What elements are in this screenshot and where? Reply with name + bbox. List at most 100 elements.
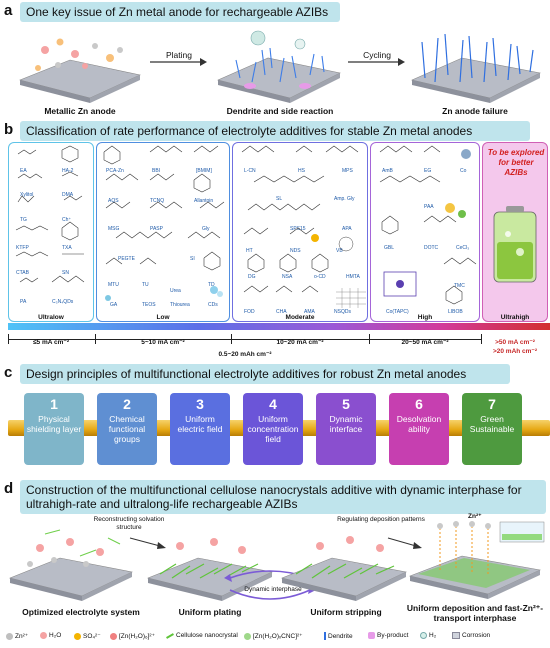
panel-c-title: Design principles of multifunctional ele… bbox=[20, 364, 510, 384]
principle-text: Uniform concentration field bbox=[247, 414, 299, 444]
legend-sulfate: SO₄²⁻ bbox=[74, 632, 101, 640]
legend-cnc: Cellulose nanocrystal bbox=[166, 632, 238, 639]
mol-label: TD bbox=[208, 282, 215, 288]
stage-metallic-zn: Metallic Zn anode bbox=[44, 106, 116, 116]
mol-label: CHA bbox=[276, 309, 287, 315]
principle-block: 7 Green Sustainable bbox=[462, 393, 522, 465]
stage-uniform-plating: Uniform plating bbox=[178, 607, 242, 617]
corrosion-icon bbox=[452, 632, 460, 639]
mol-label: MSG bbox=[108, 226, 120, 232]
mol-label: Amp. Gly bbox=[334, 196, 355, 202]
mol-label: NSQDs bbox=[334, 309, 351, 315]
mol-label: SI bbox=[190, 256, 195, 262]
mol-label: TMC bbox=[454, 283, 465, 289]
panel-b-letter: b bbox=[4, 121, 14, 138]
battery-icon bbox=[493, 206, 537, 283]
mol-label: EG bbox=[424, 168, 432, 174]
principle-block: 5 Dynamic interface bbox=[316, 393, 376, 465]
principle-number: 2 bbox=[123, 396, 131, 412]
range-ultrahigh: >50 mA cm⁻² bbox=[495, 339, 535, 346]
panel-b-title: Classification of rate performance of el… bbox=[20, 121, 530, 141]
dendrite-icon bbox=[324, 632, 326, 640]
molecule-structures bbox=[15, 145, 537, 308]
principle-text: Chemical functional groups bbox=[108, 414, 146, 444]
mol-label: AmB bbox=[382, 168, 393, 174]
principle-block: 4 Uniform concentration field bbox=[243, 393, 303, 465]
cat-name-low: Low bbox=[156, 314, 170, 321]
note-reconstructing: Reconstructing solvation structure bbox=[93, 516, 165, 531]
principle-block: 6 Desolvation ability bbox=[389, 393, 449, 465]
stage-uniform-deposition: Uniform deposition and fast-Zn²⁺-transpo… bbox=[406, 603, 544, 623]
mol-label: PA bbox=[20, 299, 27, 305]
mol-label: DMA bbox=[62, 192, 74, 198]
future-explore-text: To be explored for better AZIBs bbox=[487, 148, 545, 177]
failed-anode-slab bbox=[411, 33, 541, 103]
mol-label: EA bbox=[20, 168, 27, 174]
arrow-plating-label: Plating bbox=[166, 50, 192, 60]
legend-label: By-product bbox=[377, 632, 409, 639]
panel-d-illustration bbox=[9, 521, 545, 601]
mol-label: C₃N₄QDs bbox=[52, 299, 74, 305]
mol-label: [BMIM] bbox=[196, 168, 212, 174]
cat-name-high: High bbox=[417, 314, 433, 321]
stage-uniform-stripping: Uniform stripping bbox=[310, 607, 382, 617]
mol-label: o-CD bbox=[314, 274, 326, 280]
mol-label: NSA bbox=[282, 274, 293, 280]
mol-label: DG bbox=[248, 274, 256, 280]
mol-label: Co bbox=[460, 168, 467, 174]
mol-label: SL bbox=[276, 196, 283, 202]
legend-label: Dendrite bbox=[328, 632, 353, 640]
mol-label: Xylitol bbox=[20, 192, 34, 198]
legend-dendrite: Dendrite bbox=[324, 632, 353, 640]
mol-label: AQS bbox=[108, 198, 119, 204]
arrow-cycling-label: Cycling bbox=[363, 50, 391, 60]
mol-label: AMA bbox=[304, 309, 315, 315]
legend-label: Zn²⁺ bbox=[15, 633, 29, 640]
cat-name-ultrahigh: Ultrahigh bbox=[500, 314, 530, 321]
mol-label: SN bbox=[62, 270, 69, 276]
mol-label: HA-2 bbox=[62, 168, 74, 174]
legend-hydrated-zn: [Zn(H₂O)₆]²⁺ bbox=[110, 632, 155, 640]
principle-number: 4 bbox=[269, 396, 277, 412]
legend-label: SO₄²⁻ bbox=[83, 633, 101, 640]
zn-ion-icon bbox=[6, 632, 13, 640]
zn-anode-slab bbox=[19, 38, 141, 103]
cat-name-ultralow: Ultralow bbox=[38, 314, 64, 321]
stage-dendrite: Dendrite and side reaction bbox=[226, 106, 334, 116]
principle-text: Uniform electric field bbox=[177, 414, 223, 434]
mol-label: VB bbox=[336, 248, 343, 254]
legend-label: Cellulose nanocrystal bbox=[176, 632, 238, 639]
principle-block: 1 Physical shielding layer bbox=[24, 393, 84, 465]
mol-label: MTU bbox=[108, 282, 119, 288]
mol-label: PAA bbox=[424, 204, 434, 210]
hydrogen-bubble-icon bbox=[420, 632, 427, 639]
legend-zn-cnc-complex: [Zn(H₂O)ₓCNC]²⁺ bbox=[244, 632, 303, 640]
mol-label: Ch⁺ bbox=[62, 217, 72, 223]
low-box bbox=[96, 142, 230, 322]
mol-label: DOTC bbox=[424, 245, 439, 251]
mol-label: CDs bbox=[208, 302, 218, 308]
principle-text: Green Sustainable bbox=[469, 414, 515, 434]
dendrite-slab bbox=[217, 30, 341, 103]
legend-label: Corrosion bbox=[462, 632, 491, 639]
note-dynamic-interphase: Dynamic interphase bbox=[244, 586, 302, 593]
note-regulating: Regulating deposition patterns bbox=[337, 516, 425, 523]
range-ultralow: ≤5 mA cm⁻² bbox=[32, 339, 70, 346]
mol-label: PCA-Zn bbox=[106, 168, 124, 174]
mol-label: TG bbox=[20, 217, 27, 223]
principle-number: 7 bbox=[488, 396, 496, 412]
mol-label: GA bbox=[110, 302, 118, 308]
mol-label: BBI bbox=[152, 168, 161, 174]
mol-label: KTFP bbox=[16, 245, 29, 251]
cellulose-nanocrystal-icon bbox=[166, 632, 174, 639]
mol-label: TXA bbox=[62, 245, 72, 251]
range-ultrahigh-capacity: >20 mAh cm⁻² bbox=[492, 348, 538, 355]
ultralow-box bbox=[8, 142, 94, 322]
mol-label: PEGTE bbox=[118, 256, 135, 262]
legend-byproduct: By-product bbox=[368, 632, 408, 639]
principle-block: 2 Chemical functional groups bbox=[97, 393, 157, 465]
byproduct-icon bbox=[368, 632, 375, 639]
legend-label: H₂ bbox=[429, 632, 437, 639]
mol-label: GBL bbox=[384, 245, 395, 251]
principle-text: Desolvation ability bbox=[396, 414, 442, 434]
